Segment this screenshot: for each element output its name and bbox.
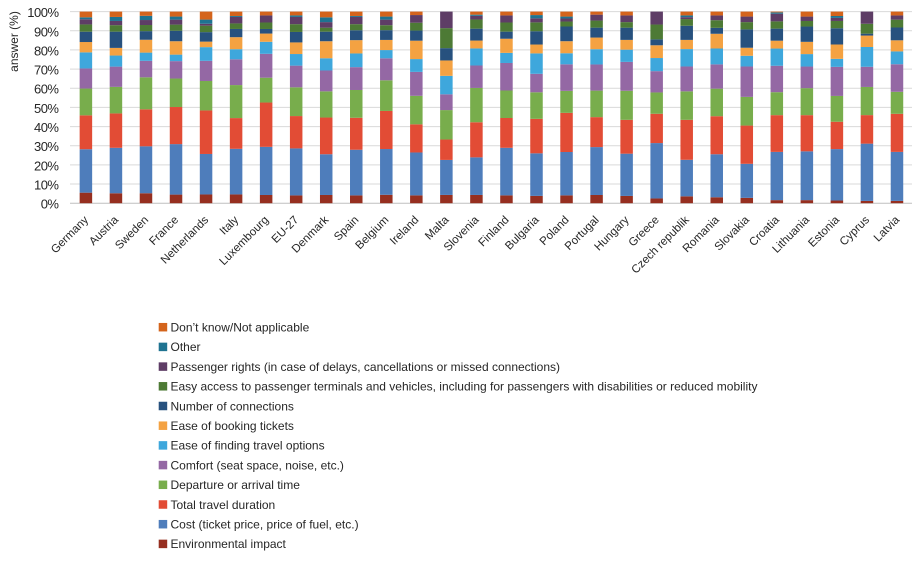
svg-text:Ease of booking tickets: Ease of booking tickets xyxy=(171,419,294,433)
svg-text:Other: Other xyxy=(171,340,201,354)
svg-text:10%: 10% xyxy=(34,178,59,193)
svg-text:90%: 90% xyxy=(34,24,59,39)
svg-text:Easy access to passenger termi: Easy access to passenger terminals and v… xyxy=(171,380,758,394)
svg-text:40%: 40% xyxy=(34,120,59,135)
svg-text:60%: 60% xyxy=(34,82,59,97)
svg-text:Cost (ticket price, price of f: Cost (ticket price, price of fuel, etc.) xyxy=(171,518,359,532)
svg-text:0%: 0% xyxy=(41,197,60,212)
svg-text:20%: 20% xyxy=(34,158,59,173)
svg-text:Number of connections: Number of connections xyxy=(171,399,294,413)
svg-text:70%: 70% xyxy=(34,63,59,78)
svg-text:100%: 100% xyxy=(27,5,59,20)
svg-text:Departure or arrival time: Departure or arrival time xyxy=(171,478,301,492)
svg-text:Total travel duration: Total travel duration xyxy=(171,498,276,512)
svg-text:Don’t know/Not applicable: Don’t know/Not applicable xyxy=(171,321,310,335)
svg-text:Passenger rights (in case of d: Passenger rights (in case of delays, can… xyxy=(171,360,561,374)
svg-text:30%: 30% xyxy=(34,139,59,154)
svg-text:80%: 80% xyxy=(34,43,59,58)
svg-text:Environmental impact: Environmental impact xyxy=(171,537,287,551)
svg-text:answer (%): answer (%) xyxy=(7,11,21,72)
svg-text:50%: 50% xyxy=(34,101,59,116)
svg-text:Ease of finding travel options: Ease of finding travel options xyxy=(171,439,325,453)
svg-text:Comfort (seat space, noise, et: Comfort (seat space, noise, etc.) xyxy=(171,458,344,472)
